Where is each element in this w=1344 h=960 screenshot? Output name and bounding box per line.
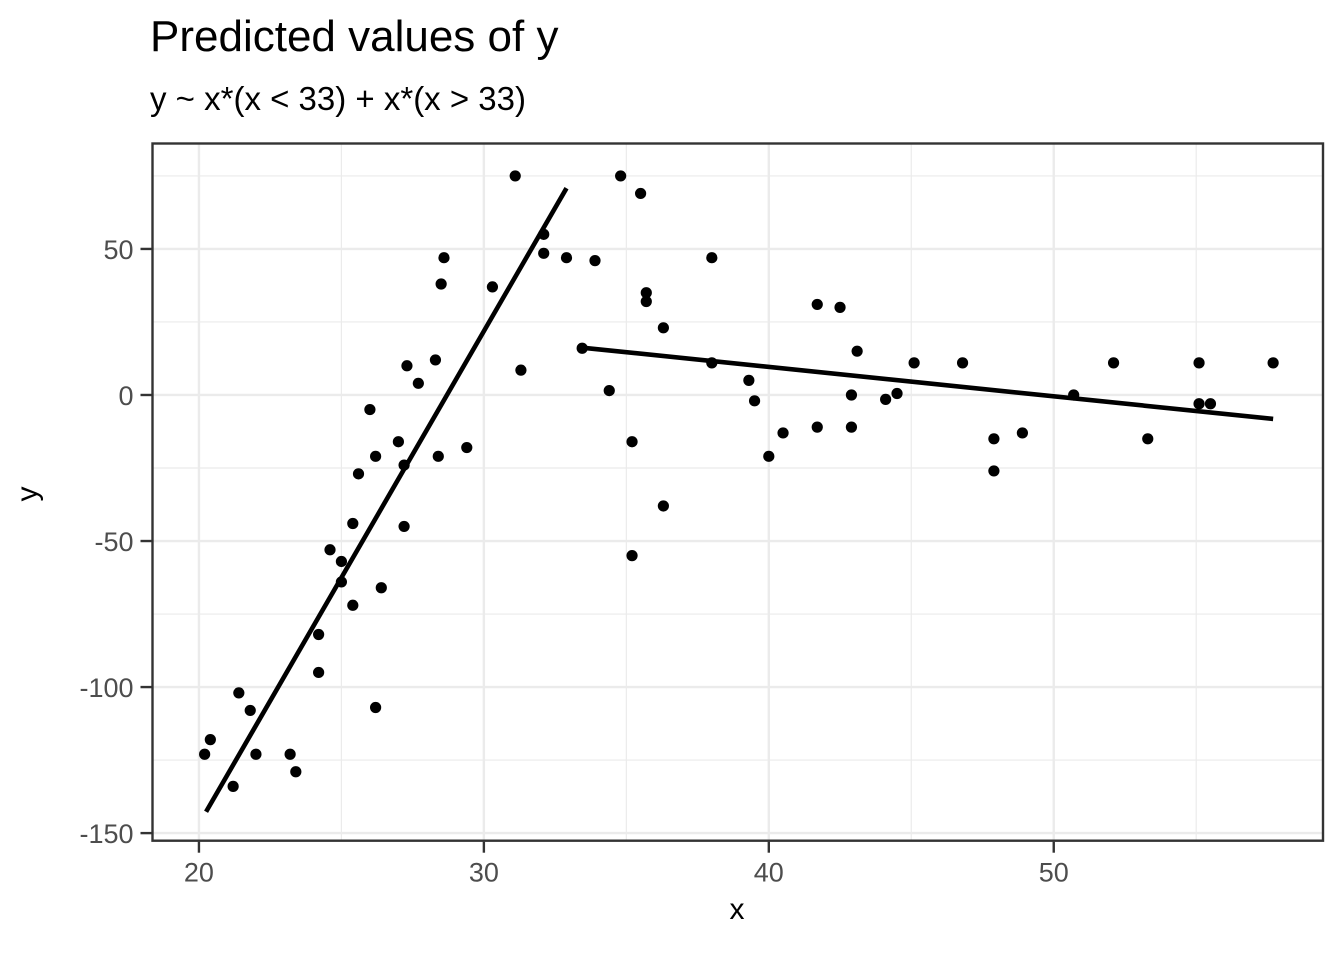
data-point	[347, 517, 359, 530]
data-point	[777, 427, 789, 439]
data-point	[763, 450, 775, 462]
data-point	[364, 403, 376, 416]
y-tick-label: 0	[118, 381, 133, 411]
data-point	[398, 459, 410, 471]
data-point	[1193, 398, 1205, 410]
x-tick-label: 40	[754, 858, 784, 888]
data-point	[347, 599, 359, 611]
data-point	[538, 228, 550, 240]
data-point	[706, 252, 718, 264]
data-point	[313, 628, 325, 641]
data-point	[626, 436, 638, 448]
data-point	[845, 421, 858, 433]
data-point	[626, 550, 638, 562]
data-point	[1107, 357, 1120, 369]
data-point	[1016, 427, 1028, 439]
y-tick-label: -50	[94, 527, 133, 557]
data-point	[538, 247, 550, 259]
data-point	[706, 357, 718, 369]
data-point	[432, 450, 444, 462]
data-point	[227, 780, 239, 792]
y-tick-label: -150	[79, 819, 133, 849]
data-point	[204, 734, 216, 746]
data-point	[603, 385, 615, 397]
data-point	[988, 465, 1000, 477]
data-point	[811, 421, 823, 433]
data-point	[335, 555, 348, 568]
data-point	[1142, 433, 1154, 445]
data-point	[233, 687, 245, 699]
data-point	[392, 436, 404, 448]
data-point	[290, 766, 302, 778]
data-point	[1193, 357, 1205, 369]
data-point	[199, 748, 211, 760]
data-point	[412, 377, 424, 389]
data-point	[435, 278, 447, 290]
y-axis-title: y	[11, 486, 44, 502]
data-point	[657, 500, 669, 512]
data-point	[324, 544, 336, 556]
data-point	[486, 281, 499, 293]
data-point	[509, 170, 521, 182]
data-point	[576, 342, 588, 354]
data-point	[811, 298, 823, 311]
data-point	[515, 364, 527, 376]
x-tick-label: 20	[184, 858, 214, 888]
panel-background	[152, 143, 1323, 841]
x-tick-label: 50	[1039, 858, 1069, 888]
data-point	[845, 389, 858, 401]
data-point	[956, 357, 969, 369]
data-point	[352, 468, 365, 480]
data-point	[640, 295, 652, 308]
y-tick-label: -100	[79, 673, 133, 703]
data-point	[908, 357, 920, 369]
panel-border	[151, 142, 1325, 842]
data-point	[370, 701, 382, 714]
data-point	[375, 582, 387, 594]
data-point	[398, 520, 410, 533]
data-point	[891, 387, 903, 400]
data-point	[438, 252, 450, 264]
plot-title: Predicted values of y	[150, 12, 559, 61]
data-point	[250, 748, 262, 760]
data-point	[880, 393, 892, 405]
data-point	[634, 187, 647, 200]
fit-x-gt-33-line	[581, 345, 1274, 422]
data-point	[313, 666, 325, 679]
data-point	[244, 704, 256, 717]
x-axis-title-text: x	[729, 893, 745, 926]
plot-subtitle: y ~ x*(x < 33) + x*(x > 33)	[150, 80, 526, 117]
x-tick-label: 30	[469, 858, 499, 888]
data-point	[1267, 357, 1279, 369]
data-point	[748, 395, 761, 407]
data-point	[560, 252, 573, 264]
fit-x-lt-33-line	[204, 187, 569, 813]
data-point	[401, 360, 413, 372]
data-point	[589, 255, 601, 267]
data-point	[370, 450, 382, 462]
data-point	[335, 576, 348, 588]
data-point	[284, 748, 296, 760]
data-point	[657, 322, 669, 334]
data-point	[988, 433, 1000, 445]
data-point	[615, 170, 627, 182]
data-point	[429, 354, 442, 366]
x-axis-title: x	[0, 893, 1344, 927]
data-point	[834, 301, 846, 313]
data-point	[461, 441, 473, 454]
data-point	[640, 287, 652, 299]
data-point	[851, 345, 863, 357]
data-point	[1204, 398, 1217, 410]
data-point	[1068, 389, 1080, 401]
data-point	[743, 374, 755, 386]
y-tick-label: 50	[103, 235, 133, 265]
